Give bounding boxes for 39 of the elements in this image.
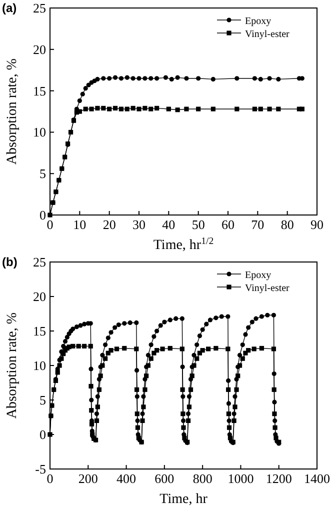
x-tick-label: 1400: [304, 471, 330, 486]
y-tick-label: 15: [33, 324, 46, 338]
y-tick-label: 5: [40, 392, 46, 408]
x-tick-label: 60: [222, 217, 234, 232]
x-tick-label: 1200: [266, 471, 292, 486]
x-tick-label: 600: [154, 471, 174, 486]
x-tick-label: 40: [162, 217, 176, 232]
y-tick-label: 0: [40, 208, 46, 222]
y-axis-title: Absorption rate, %: [5, 58, 20, 165]
y-tick-label: 20: [33, 289, 46, 304]
y-tick-label: 10: [33, 358, 46, 373]
y-tick-label: 0: [40, 427, 46, 442]
x-tick-label: 70: [251, 217, 264, 232]
x-tick-label: 1000: [228, 471, 254, 486]
y-tick-label: 15: [33, 83, 46, 98]
y-tick-label: 25: [33, 254, 46, 270]
legend-label: Epoxy: [245, 16, 272, 27]
legend-label: Vinyl-ester: [245, 283, 290, 294]
x-tick-label: 80: [280, 217, 294, 232]
x-tick-label: 20: [102, 217, 116, 232]
x-tick-label: 800: [192, 471, 212, 486]
x-axis-title: Time, hr$^{1/2}$: [153, 236, 214, 253]
x-tick-label: 30: [132, 217, 146, 232]
y-tick-label: 20: [33, 42, 46, 57]
chart-title: (b): [2, 255, 18, 269]
x-tick-label: 200: [78, 471, 98, 486]
x-tick-label: 400: [116, 471, 136, 486]
legend-label: Epoxy: [245, 270, 272, 281]
x-tick-label: 10: [73, 217, 86, 232]
y-tick-label: 5: [40, 166, 46, 182]
y-axis-title: Absorption rate, %: [5, 312, 20, 419]
x-axis-title: Time, hr: [160, 492, 208, 507]
y-tick-label: -5: [35, 462, 46, 476]
legend-label: Vinyl-ester: [245, 29, 290, 40]
x-tick-label: 50: [192, 217, 205, 232]
y-tick-label: 25: [33, 0, 46, 16]
x-tick-label: 90: [310, 217, 324, 232]
chart-title: (a): [2, 1, 17, 15]
y-tick-label: 10: [33, 124, 46, 140]
